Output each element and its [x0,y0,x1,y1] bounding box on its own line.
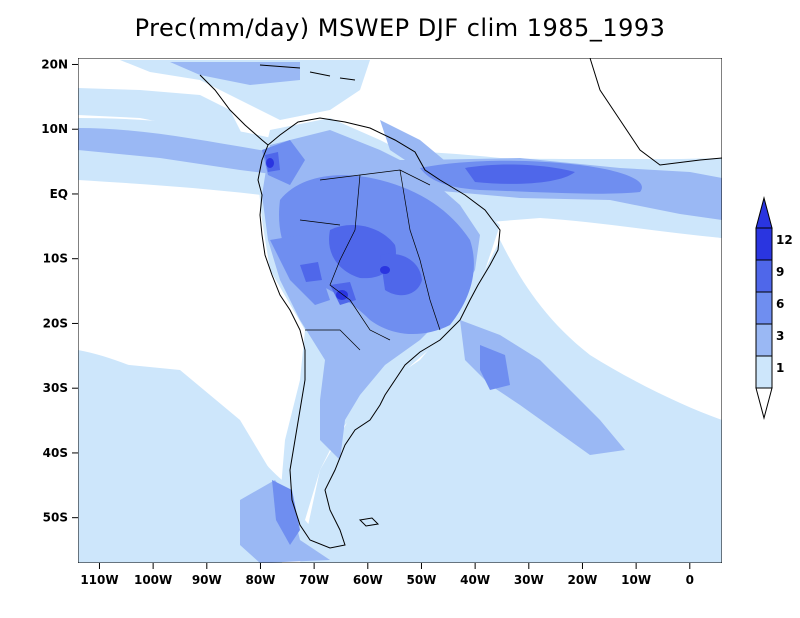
colorbar-segment [755,259,773,293]
x-tick-label: 40W [460,573,490,587]
colorbar: 12 9 6 3 1 [755,196,793,420]
spot-dark-1 [336,290,348,300]
colorbar-segment [755,227,773,261]
y-tick-label: EQ [50,187,68,201]
colorbar-segment [755,323,773,357]
y-tick-label: 20N [41,57,68,71]
colorbar-label: 6 [776,297,784,311]
amazon-dark-1 [329,225,396,279]
map-title: Prec(mm/day) MSWEP DJF clim 1985_1993 [134,14,666,42]
x-tick-label: 70W [299,573,329,587]
amazon-mouth-band [380,120,450,170]
colorbar-extend-top [755,196,773,229]
caribbean-islands [259,64,356,81]
brazil-interior-borders [299,169,441,351]
y-tick-label: 50S [43,511,68,525]
x-tick-label: 90W [192,573,222,587]
y-tick-label: 10S [43,252,68,266]
y-tick-label: 20S [43,316,68,330]
y-tick-label: 10N [41,122,68,136]
x-tick-label: 20W [567,573,597,587]
south-atlantic-area [300,240,722,563]
x-tick-label: 100W [134,573,172,587]
y-tick-label: 30S [43,381,68,395]
africa-coast [589,58,722,166]
itcz-dark-core [465,164,575,184]
amazon-dark-2 [380,253,422,296]
y-axis: 20N 10N EQ 10S 20S 30S 40S 50S [41,57,78,525]
south-america-coast [257,117,501,549]
spot-dark-2 [380,266,390,274]
gulf-light [78,88,245,140]
chile-south-core [272,480,300,545]
colorbar-segment [755,355,773,389]
colorbar-segment [755,291,773,325]
precipitation-field [78,58,722,563]
colorbar-label: 3 [776,329,784,343]
coastlines [199,58,722,549]
caribbean-light [120,60,370,120]
sacz-core [480,345,510,390]
level-9-areas [265,152,575,305]
x-tick-label: 50W [406,573,436,587]
x-tick-label: 60W [353,573,383,587]
colombia-core [262,140,305,185]
central-america-coast [199,74,269,146]
colorbar-label: 1 [776,361,784,375]
x-axis: 110W 100W 90W 80W 70W 60W 50W 40W 30W 20W 10W 0 [80,563,694,587]
colorbar-label: 9 [776,265,784,279]
peru-dark [300,262,322,282]
south-pacific-light [78,360,280,500]
level-12-areas [266,158,390,300]
x-tick-label: 10W [621,573,651,587]
andes-core [270,235,330,305]
falklands [358,517,380,527]
x-tick-label: 0 [686,573,694,587]
spot-dark-3 [266,158,274,168]
y-tick-label: 40S [43,446,68,460]
x-tick-label: 110W [80,573,118,587]
caribbean-mid [170,62,300,85]
x-tick-label: 30W [514,573,544,587]
x-tick-label: 80W [245,573,275,587]
colorbar-label: 12 [776,233,793,247]
colorbar-extend-bottom [755,387,773,420]
